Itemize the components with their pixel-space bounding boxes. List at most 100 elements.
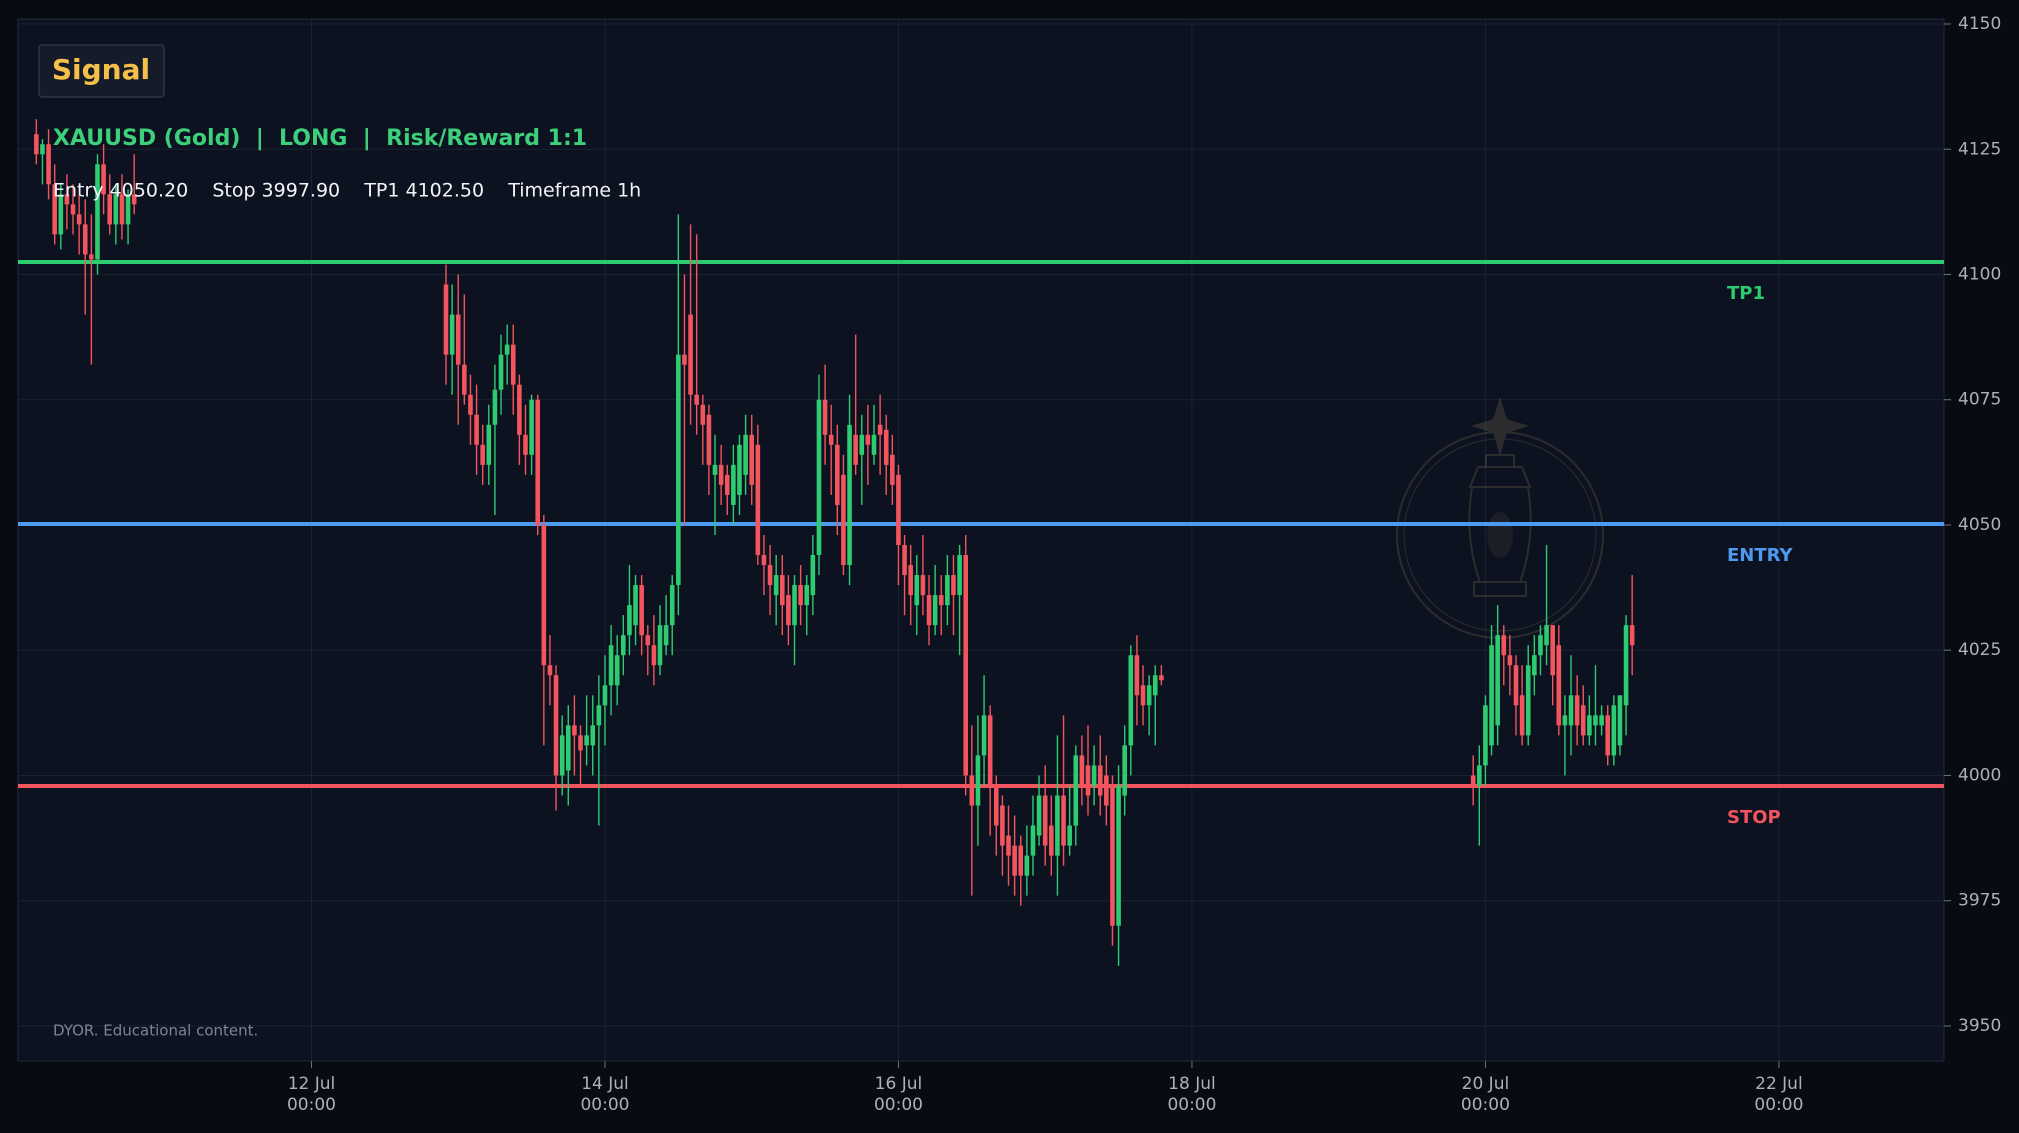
- candle-body: [651, 645, 657, 666]
- candle-body: [443, 284, 449, 355]
- candle-body: [1550, 625, 1555, 676]
- candle-body: [1507, 655, 1513, 666]
- candle-body: [877, 424, 883, 435]
- candle-body: [1079, 755, 1085, 786]
- candle-body: [1593, 715, 1598, 726]
- candle-body: [621, 635, 626, 656]
- candle-body: [1055, 795, 1060, 856]
- candle-body: [1470, 775, 1476, 786]
- candle-body: [107, 194, 113, 225]
- candle-body: [926, 595, 932, 626]
- candle-body: [749, 434, 755, 485]
- candle-body: [938, 595, 944, 606]
- candle-body: [523, 434, 528, 455]
- candle-body: [131, 194, 137, 205]
- candle-body: [627, 605, 632, 636]
- candle-body: [590, 725, 596, 746]
- candle-body: [951, 575, 956, 596]
- level-label: ENTRY: [1727, 545, 1794, 566]
- candle-body: [1574, 695, 1580, 726]
- candle-body: [804, 585, 810, 606]
- candle-body: [712, 464, 718, 475]
- candle-body: [682, 354, 687, 365]
- candle-body: [1122, 745, 1127, 796]
- x-tick-label: 18 Jul 00:00: [1167, 1074, 1217, 1115]
- candle-body: [993, 785, 999, 826]
- candle-body: [737, 444, 742, 495]
- candle-body: [871, 434, 877, 455]
- y-tick-label: 3975: [1958, 891, 2001, 911]
- candle-body: [1128, 655, 1134, 746]
- candle-body: [1000, 805, 1005, 846]
- candle-body: [847, 424, 852, 566]
- candle-body: [1152, 675, 1158, 696]
- candle-body: [822, 399, 828, 435]
- candle-body: [792, 585, 797, 626]
- candle-body: [1617, 695, 1623, 746]
- candle-body: [1104, 775, 1109, 806]
- candle-body: [608, 645, 614, 686]
- candle-body: [553, 675, 559, 776]
- candle-body: [981, 715, 987, 756]
- candle-body: [676, 354, 681, 586]
- candle-body: [1629, 625, 1635, 646]
- candle-body: [504, 344, 510, 355]
- candle-body: [468, 394, 473, 415]
- candle-body: [755, 444, 761, 556]
- candle-body: [510, 344, 516, 385]
- x-tick-label: 14 Jul 00:00: [580, 1074, 630, 1115]
- candle-body: [688, 314, 693, 395]
- candle-body: [1562, 715, 1568, 726]
- candle-body: [1489, 645, 1494, 746]
- level-label: STOP: [1727, 807, 1781, 828]
- y-axis: 3950 3975 4000 4025 4050 4075 4100 4125 4150: [310, 14, 2001, 1068]
- candle-body: [64, 194, 70, 205]
- candle-body: [779, 575, 785, 606]
- candle-body: [529, 399, 534, 455]
- candle-body: [462, 364, 467, 395]
- candle-body: [963, 555, 969, 776]
- candle-body: [492, 389, 498, 425]
- levels: TP1 ENTRY STOP: [18, 259, 1944, 828]
- candle-body: [541, 524, 547, 666]
- grid: [18, 19, 1944, 1061]
- candle-body: [547, 665, 553, 676]
- candle-body: [1067, 825, 1072, 846]
- candle-body: [975, 755, 981, 806]
- candle-body: [896, 474, 901, 546]
- candle-body: [883, 429, 889, 465]
- candle-body: [1097, 765, 1103, 796]
- candle-body: [1036, 795, 1042, 836]
- candle-body: [810, 555, 816, 596]
- y-tick-label: 3950: [1958, 1016, 2001, 1036]
- candle-body: [645, 635, 651, 646]
- candle-body: [1556, 645, 1562, 726]
- candle-body: [596, 705, 602, 726]
- candle-body: [1091, 765, 1097, 786]
- candle-body: [761, 555, 767, 566]
- x-tick-label: 20 Jul 00:00: [1460, 1074, 1510, 1115]
- candle-body: [449, 314, 455, 355]
- candle-body: [498, 354, 504, 390]
- candle-body: [853, 434, 858, 465]
- candle-body: [535, 399, 541, 525]
- candle-body: [1525, 665, 1531, 736]
- candle-body: [969, 775, 975, 806]
- y-tick-label: 4100: [1958, 264, 2001, 284]
- candle-body: [1587, 715, 1592, 736]
- candle-body: [40, 144, 45, 155]
- candle-body: [46, 144, 51, 185]
- candle-body: [1599, 715, 1604, 726]
- candle-body: [724, 474, 730, 495]
- candles: [34, 119, 1635, 966]
- candle-body: [1495, 635, 1500, 726]
- candle-body: [1483, 705, 1488, 766]
- x-tick-label: 12 Jul 00:00: [286, 1074, 336, 1115]
- candle-body: [945, 575, 950, 606]
- candle-body: [125, 194, 131, 225]
- candle-body: [743, 434, 748, 475]
- candle-body: [602, 685, 608, 706]
- candle-body: [1580, 705, 1586, 736]
- candle-body: [865, 434, 871, 445]
- candle-body: [932, 595, 938, 626]
